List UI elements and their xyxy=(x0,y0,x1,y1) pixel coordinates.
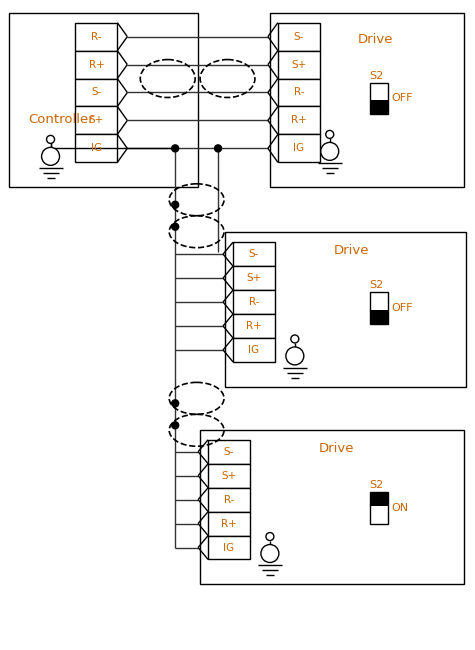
Text: R-: R- xyxy=(249,297,259,307)
Text: IG: IG xyxy=(91,144,102,153)
Bar xyxy=(208,536,250,560)
Circle shape xyxy=(286,347,304,365)
Bar xyxy=(76,135,117,162)
Bar xyxy=(278,135,320,162)
Text: R+: R+ xyxy=(88,60,104,70)
Text: OFF: OFF xyxy=(391,94,413,103)
Bar xyxy=(233,314,275,338)
Bar xyxy=(278,23,320,51)
Bar xyxy=(233,242,275,266)
Bar xyxy=(233,290,275,314)
Circle shape xyxy=(321,142,339,161)
Circle shape xyxy=(171,202,179,208)
Bar xyxy=(200,430,465,584)
Text: S+: S+ xyxy=(89,116,104,125)
Bar xyxy=(208,512,250,536)
Bar xyxy=(76,23,117,51)
Circle shape xyxy=(171,145,179,152)
Bar xyxy=(370,292,388,324)
Text: Drive: Drive xyxy=(357,32,393,46)
Bar xyxy=(225,232,466,387)
Circle shape xyxy=(266,532,274,541)
Bar xyxy=(208,440,250,463)
Circle shape xyxy=(171,400,179,407)
Circle shape xyxy=(171,422,179,429)
Bar xyxy=(370,83,388,114)
Bar xyxy=(370,309,388,324)
Text: S2: S2 xyxy=(370,70,384,81)
Bar xyxy=(278,107,320,135)
Text: Drive: Drive xyxy=(319,442,354,455)
Bar xyxy=(370,100,388,114)
Bar xyxy=(76,107,117,135)
Text: OFF: OFF xyxy=(391,303,413,313)
Text: S2: S2 xyxy=(370,280,384,290)
Text: Drive: Drive xyxy=(333,244,369,257)
Text: S2: S2 xyxy=(370,480,384,489)
Text: R-: R- xyxy=(224,495,234,504)
Circle shape xyxy=(42,148,59,165)
Bar xyxy=(76,51,117,79)
Circle shape xyxy=(171,223,179,230)
Bar xyxy=(233,338,275,362)
Text: S-: S- xyxy=(224,447,234,457)
Bar xyxy=(278,79,320,107)
Circle shape xyxy=(291,335,299,343)
Text: S+: S+ xyxy=(221,471,237,481)
Text: S-: S- xyxy=(249,249,259,259)
Text: Controller: Controller xyxy=(28,114,95,127)
Text: ON: ON xyxy=(391,502,408,513)
Text: S-: S- xyxy=(91,88,102,97)
Text: R-: R- xyxy=(91,32,102,42)
Bar xyxy=(9,12,198,187)
Text: R-: R- xyxy=(294,88,304,97)
Text: S+: S+ xyxy=(247,273,262,283)
Bar xyxy=(208,463,250,488)
Text: IG: IG xyxy=(223,543,235,552)
Text: IG: IG xyxy=(293,144,304,153)
Bar xyxy=(370,491,388,506)
Bar xyxy=(370,491,388,523)
Circle shape xyxy=(47,135,55,144)
Circle shape xyxy=(261,545,279,562)
Bar xyxy=(278,51,320,79)
Text: R+: R+ xyxy=(221,519,237,528)
Circle shape xyxy=(326,131,334,138)
Text: R+: R+ xyxy=(246,321,262,331)
Text: IG: IG xyxy=(248,345,259,355)
Text: R+: R+ xyxy=(291,116,307,125)
Bar xyxy=(208,488,250,512)
Bar xyxy=(233,266,275,290)
Text: S+: S+ xyxy=(291,60,306,70)
Circle shape xyxy=(215,145,221,152)
Text: S-: S- xyxy=(294,32,304,42)
Bar xyxy=(270,12,465,187)
Bar xyxy=(76,79,117,107)
